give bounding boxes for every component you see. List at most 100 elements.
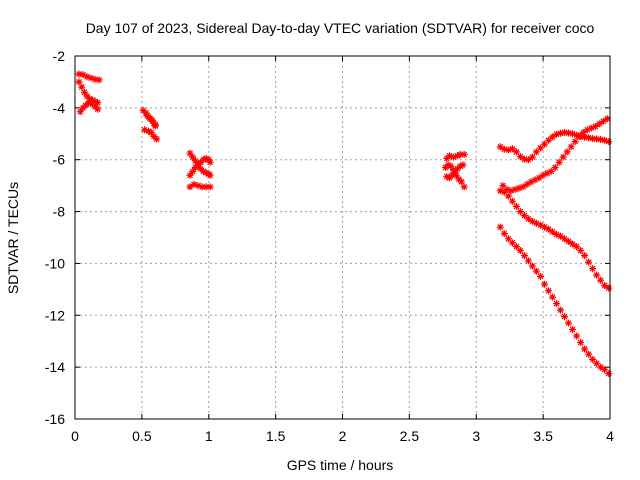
data-point: [569, 130, 576, 138]
data-point: [537, 221, 544, 229]
data-point: [569, 326, 576, 333]
y-tick-label: -10: [45, 255, 65, 271]
data-point: [528, 153, 536, 161]
data-point: [545, 225, 552, 233]
data-point: [500, 145, 508, 153]
data-point: [532, 148, 540, 156]
data-point: [603, 115, 611, 123]
data-point: [456, 162, 464, 170]
data-point: [516, 208, 524, 216]
data-point: [150, 132, 158, 140]
y-tick-label: -14: [45, 359, 65, 375]
data-point: [86, 95, 94, 103]
data-point: [83, 73, 91, 81]
plot-frame: [74, 55, 611, 420]
data-point: [454, 165, 461, 173]
series-sat-a: [75, 70, 103, 84]
series-sat-e: [141, 126, 161, 143]
data-point: [581, 133, 589, 141]
data-point: [75, 70, 83, 78]
series-sat-f: [143, 112, 159, 129]
series-sat-h: [186, 154, 214, 179]
data-point: [84, 99, 92, 107]
data-point: [520, 212, 528, 219]
series-sat-o: [496, 187, 613, 292]
data-point: [597, 276, 605, 284]
data-point: [205, 156, 213, 164]
data-point: [528, 262, 536, 270]
data-point: [583, 126, 591, 134]
data-point: [565, 237, 572, 245]
data-point: [605, 138, 613, 146]
data-point: [515, 184, 523, 192]
data-point: [153, 135, 161, 143]
data-point: [541, 140, 548, 148]
data-point: [145, 127, 153, 135]
data-point: [508, 197, 516, 205]
x-tick-label: 0.5: [132, 428, 152, 444]
data-point: [557, 129, 564, 137]
data-point: [460, 183, 468, 191]
y-tick-label: -4: [53, 100, 66, 116]
data-point: [537, 272, 544, 280]
x-tick-label: 1: [205, 428, 213, 444]
data-point: [571, 138, 579, 146]
data-point: [565, 319, 572, 327]
data-point: [605, 370, 613, 378]
data-point: [553, 300, 560, 308]
data-point: [549, 228, 556, 236]
series-sat-b: [75, 78, 102, 107]
data-point: [541, 280, 548, 288]
data-point: [585, 350, 593, 358]
data-point: [601, 282, 609, 289]
data-point: [597, 136, 605, 143]
data-point: [561, 129, 568, 136]
data-point: [80, 88, 88, 96]
data-point: [593, 271, 601, 279]
data-point: [91, 97, 99, 105]
data-point: [444, 161, 452, 169]
data-point: [527, 178, 535, 186]
data-point: [206, 171, 214, 179]
data-point: [76, 108, 84, 116]
data-point: [147, 129, 155, 136]
x-tick-label: 1.5: [266, 428, 286, 444]
data-point: [139, 106, 147, 114]
data-point: [500, 230, 508, 238]
data-point: [557, 232, 564, 240]
data-point: [496, 187, 504, 195]
data-point: [524, 156, 532, 164]
data-point: [555, 158, 563, 166]
data-point: [190, 180, 198, 188]
data-point: [573, 332, 581, 340]
data-point: [198, 183, 206, 191]
data-point: [599, 117, 607, 125]
data-point: [460, 151, 468, 158]
data-point: [567, 143, 575, 151]
data-point: [94, 105, 102, 113]
data-point: [532, 219, 540, 227]
data-point: [553, 130, 560, 138]
data-point: [516, 247, 524, 254]
data-point: [537, 144, 544, 152]
series-sat-k: [443, 151, 468, 162]
x-axis-label: GPS time / hours: [287, 457, 394, 473]
x-tick-label: 3.5: [533, 428, 553, 444]
data-point: [557, 306, 564, 314]
data-point: [503, 186, 511, 193]
data-point: [456, 151, 464, 158]
y-tick-label: -8: [53, 204, 66, 220]
series-sat-m: [496, 129, 613, 164]
data-point: [454, 152, 461, 160]
data-point: [446, 152, 453, 160]
data-point: [543, 169, 551, 177]
data-point: [575, 132, 583, 140]
data-point: [451, 169, 459, 177]
data-point: [149, 117, 157, 125]
data-point: [202, 183, 210, 191]
data-point: [511, 186, 519, 193]
data-point: [191, 164, 199, 171]
y-tick-labels: -16 -14 -12 -10 -8 -6 -4 -2: [45, 48, 65, 427]
data-point: [194, 161, 202, 169]
data-point: [91, 75, 99, 83]
